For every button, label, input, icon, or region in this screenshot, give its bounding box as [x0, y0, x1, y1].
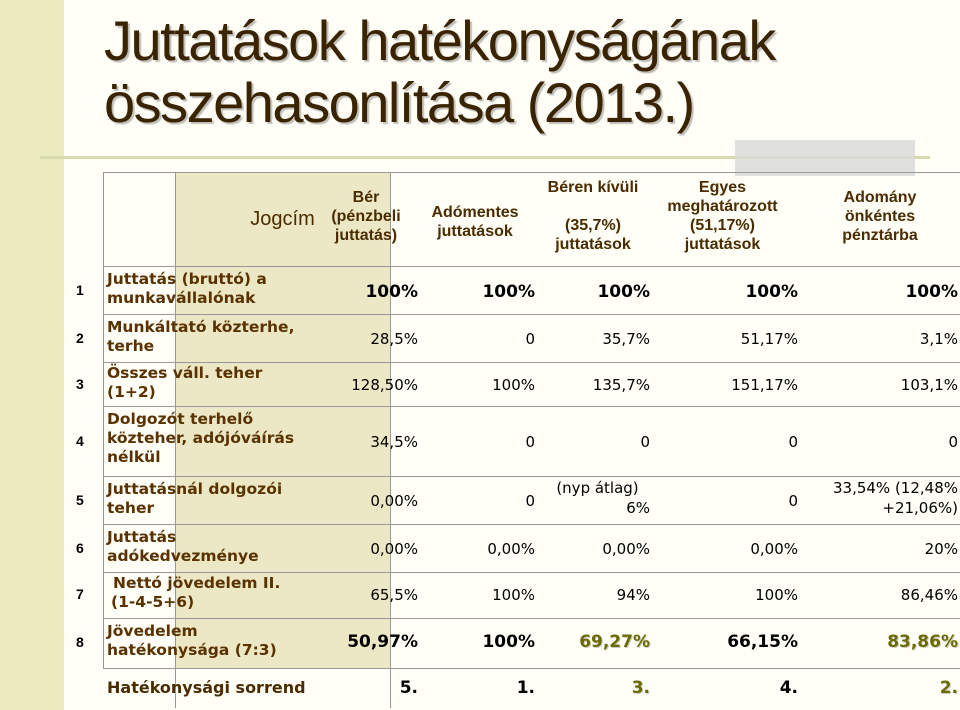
cell-egyes: 0 — [788, 492, 798, 510]
cell-adomany: 20% — [924, 540, 958, 558]
cell-beren-kivuli: 94% — [616, 586, 650, 604]
header-egyes-meghatarozott: Egyes meghatározott (51,17%) juttatások — [667, 179, 778, 253]
row-number: 1 — [76, 282, 84, 298]
row-number: 2 — [76, 330, 84, 346]
header-jogcim: Jogcím — [250, 208, 315, 230]
cell-ber: 65,5% — [370, 586, 418, 604]
row-label: Jövedelem hatékonysága (7:3) — [107, 622, 277, 659]
cell-beren-kivuli: (nyp átlag) 6% — [556, 479, 650, 517]
cell-egyes: 100% — [755, 586, 798, 604]
row-label: Juttatásnál dolgozói teher — [107, 480, 283, 517]
cell-ber: 50,97% — [347, 632, 418, 652]
cell-adomentes: 100% — [482, 632, 535, 652]
comparison-table: Jogcím Bér (pénzbeli juttatás) Adómentes ju… — [70, 172, 960, 708]
cell-adomany: 100% — [905, 282, 958, 302]
cell-adomentes: 100% — [482, 282, 535, 302]
cell-adomany: 86,46% — [900, 586, 958, 604]
header-beren-kivuli: Béren kívüli (35,7%) juttatások — [547, 179, 639, 253]
row-number: 6 — [76, 540, 84, 556]
header-adomentes: Adómentes juttatások — [431, 204, 519, 240]
row-number: 7 — [76, 586, 84, 602]
slide-title-line-2: összehasonlítása (2013.) — [104, 71, 695, 134]
rank-beren-kivuli: 3. — [631, 678, 650, 698]
cell-adomentes: 0,00% — [487, 540, 535, 558]
cell-beren-kivuli: 35,7% — [602, 330, 650, 348]
cell-adomany: 0 — [948, 433, 958, 451]
cell-adomany: 33,54% (12,48% +21,06%) — [832, 479, 958, 517]
cell-adomentes: 0 — [525, 433, 535, 451]
cell-ber: 34,5% — [370, 433, 418, 451]
cell-beren-kivuli: 100% — [597, 282, 650, 302]
row-label: Juttatás (bruttó) a munkavállalónak — [107, 270, 267, 307]
row-number: 4 — [76, 433, 84, 449]
cell-adomentes: 100% — [492, 586, 535, 604]
rank-adomentes: 1. — [516, 678, 535, 698]
label-column-shading — [175, 172, 390, 668]
row-label: Juttatás adókedvezménye — [107, 528, 259, 565]
cell-ber: 100% — [365, 282, 418, 302]
cell-adomentes: 0 — [525, 330, 535, 348]
slide-title: Juttatások hatékonyságának összehasonlít… — [104, 10, 944, 134]
cell-ber: 28,5% — [370, 330, 418, 348]
ranking-label: Hatékonysági sorrend — [107, 678, 306, 697]
header-ber: Bér (pénzbeli juttatás) — [331, 189, 401, 244]
cell-adomany: 103,1% — [900, 376, 958, 394]
row-number: 3 — [76, 376, 84, 392]
rank-ber: 5. — [399, 678, 418, 698]
slide-title-line-1: Juttatások hatékonyságának — [104, 9, 776, 72]
decorative-side-bar — [0, 0, 64, 710]
cell-beren-kivuli: 0,00% — [602, 540, 650, 558]
row-number: 5 — [76, 492, 84, 508]
cell-egyes: 66,15% — [727, 632, 798, 652]
cell-egyes: 0,00% — [750, 540, 798, 558]
cell-ber: 128,50% — [351, 376, 418, 394]
cell-adomany: 3,1% — [919, 330, 958, 348]
decorative-rule — [40, 156, 930, 159]
cell-ber: 0,00% — [370, 540, 418, 558]
cell-egyes: 0 — [788, 433, 798, 451]
cell-egyes: 151,17% — [731, 376, 798, 394]
cell-beren-kivuli-highlight: 69,27% — [579, 632, 650, 652]
rank-adomany: 2. — [939, 678, 958, 698]
row-label: Dolgozót terhelő közteher, adójóváírás nél… — [107, 410, 295, 466]
row-label: Munkáltató közterhe, terhe — [107, 318, 295, 355]
cell-beren-kivuli: 0 — [640, 433, 650, 451]
cell-egyes: 51,17% — [740, 330, 798, 348]
cell-adomentes: 100% — [492, 376, 535, 394]
decorative-block — [735, 140, 915, 176]
header-adomany: Adomány önkéntes pénztárba — [842, 189, 918, 244]
rank-egyes: 4. — [779, 678, 798, 698]
cell-beren-kivuli: 135,7% — [592, 376, 650, 394]
cell-adomany-highlight: 83,86% — [887, 632, 958, 652]
row-label: Nettó jövedelem II. (1-4-5+6) — [111, 574, 281, 611]
row-label: Összes váll. teher (1+2) — [107, 364, 263, 401]
row-number: 8 — [76, 634, 84, 650]
cell-ber: 0,00% — [370, 492, 418, 510]
cell-adomentes: 0 — [525, 492, 535, 510]
cell-egyes: 100% — [745, 282, 798, 302]
